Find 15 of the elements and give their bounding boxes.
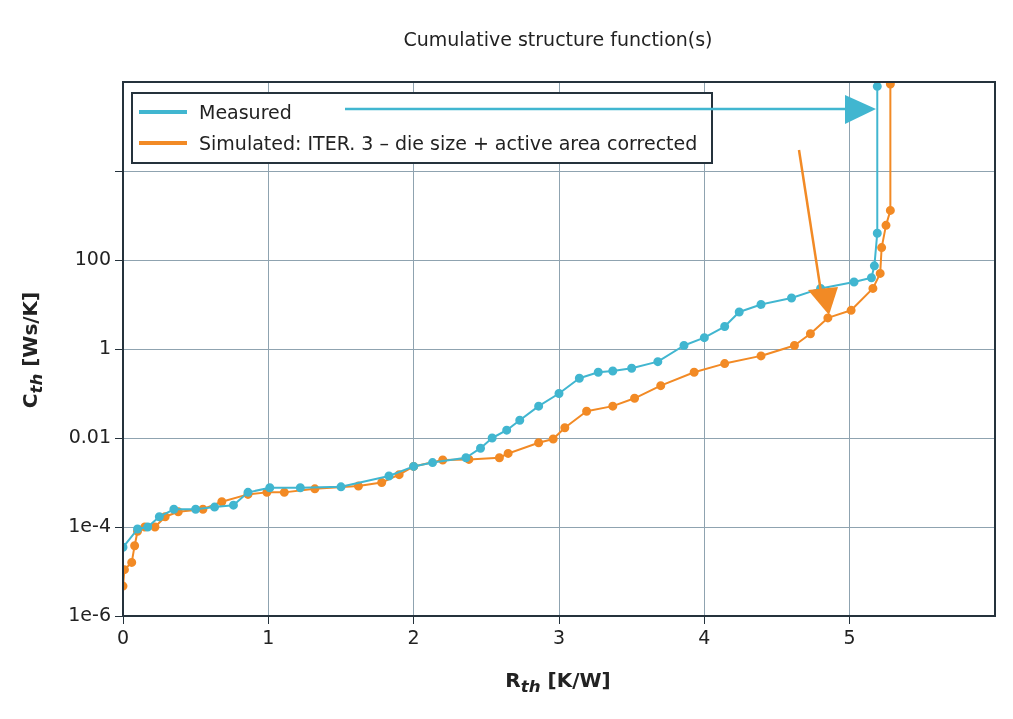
y-tick-label: 0.01 [68, 424, 111, 447]
x-tick-label: 4 [698, 626, 711, 649]
x-tick-label: 3 [552, 626, 566, 649]
x-tick-label: 1 [262, 626, 275, 649]
y-tick-label: 100 [74, 246, 111, 269]
legend-label: Measured [199, 100, 292, 123]
legend-label: Simulated: ITER. 3 – die size + active area corrected [199, 131, 698, 154]
y-tick-label: 1 [98, 335, 111, 358]
x-tick-label: 0 [116, 626, 130, 649]
x-axis-title: R$_{th}$ [K/W] [504, 668, 612, 696]
y-tick-label: 1e-4 [68, 513, 111, 536]
y-tick-label: 1e-6 [68, 602, 111, 625]
x-tick-label: 2 [407, 626, 420, 649]
chart-title: Cumulative structure function(s) [402, 28, 714, 50]
x-tick-label: 5 [843, 626, 856, 649]
